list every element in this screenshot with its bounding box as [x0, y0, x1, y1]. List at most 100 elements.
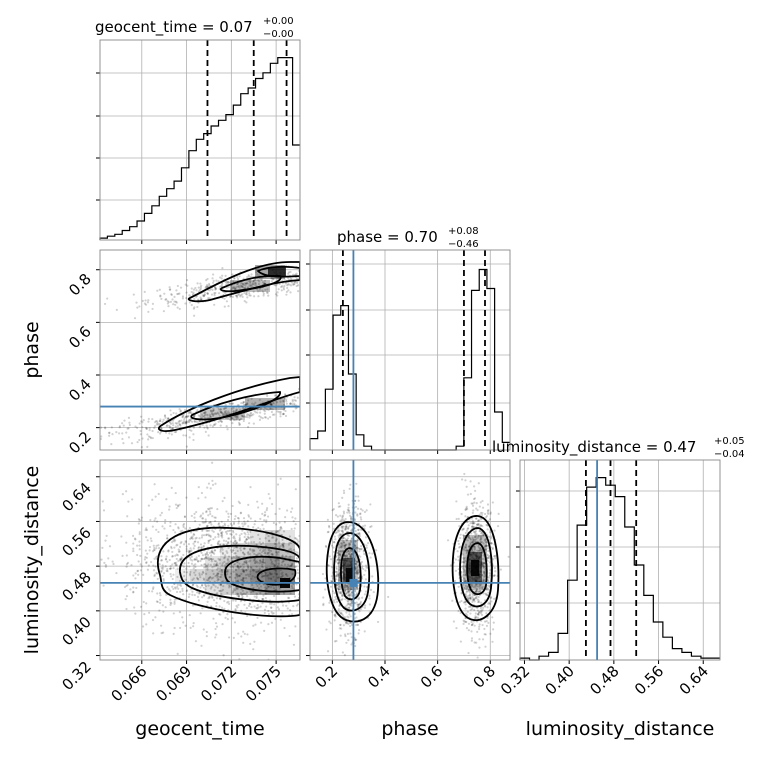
phase-distance-left-sample-point	[370, 556, 372, 558]
phase-distance-left-sample-point	[355, 530, 357, 532]
geocent-distance-sample-point	[183, 543, 185, 545]
phase-distance-left-sample-point	[349, 625, 351, 627]
geocent-distance-sample-point	[264, 511, 266, 513]
phase-distance-right-sample-point	[473, 609, 475, 611]
geocent-distance-sample-point	[190, 559, 192, 561]
phase-distance-right-sample-point	[468, 629, 470, 631]
geocent-distance-sample-point	[184, 527, 186, 529]
geocent-phase-lower-sample-point	[205, 431, 207, 433]
geocent-distance-sample-point	[217, 533, 219, 535]
geocent-distance-sample-point	[166, 534, 168, 536]
geocent-distance-sample-point	[279, 522, 281, 524]
phase-distance-left-sample-point	[360, 516, 362, 518]
geocent-distance-sample-point	[100, 559, 102, 561]
geocent-distance-sample-point	[218, 522, 220, 524]
phase-distance-right-sample-point	[468, 524, 470, 526]
geocent-phase-lower-sample-point	[123, 420, 125, 422]
geocent-phase-upper-sample-point	[212, 273, 214, 275]
geocent-distance-sample-point	[230, 513, 232, 515]
geocent-phase-lower-sample-point	[119, 425, 121, 427]
geocent-phase-upper-sample-point	[227, 305, 229, 307]
geocent-distance-sample-point	[317, 594, 319, 596]
geocent-distance-density-cell	[235, 569, 250, 582]
geocent-phase-lower-sample-point	[186, 446, 188, 448]
phase-distance-left-sample-point	[355, 616, 357, 618]
geocent-distance-sample-point	[93, 540, 95, 542]
phase-distance-right-sample-point	[458, 586, 460, 588]
geocent-phase-lower-sample-point	[100, 435, 102, 437]
geocent-distance-sample-point	[314, 535, 316, 537]
geocent-distance-sample-point	[125, 608, 127, 610]
geocent-phase-lower-sample-point	[262, 417, 264, 419]
geocent-distance-sample-point	[107, 557, 109, 559]
geocent-distance-sample-point	[193, 513, 195, 515]
phase-distance-left-sample-point	[334, 619, 336, 621]
geocent-distance-sample-point	[289, 609, 291, 611]
geocent-distance-sample-point	[132, 548, 134, 550]
geocent-distance-sample-point	[205, 510, 207, 512]
phase-distance-right-sample-point	[475, 597, 477, 599]
geocent-distance-sample-point	[105, 566, 107, 568]
phase-distance-right-sample-point	[489, 603, 491, 605]
geocent-phase-upper-sample-point	[165, 298, 167, 300]
geocent-distance-sample-point	[223, 600, 225, 602]
geocent-distance-sample-point	[227, 618, 229, 620]
geocent-distance-sample-point	[125, 598, 127, 600]
geocent-distance-sample-point	[162, 604, 164, 606]
geocent-distance-sample-point	[225, 540, 227, 542]
phase-distance-left-sample-point	[333, 599, 335, 601]
phase-distance-left-sample-point	[359, 556, 361, 558]
geocent-distance-sample-point	[219, 597, 221, 599]
geocent-distance-sample-point	[132, 574, 134, 576]
geocent-distance-sample-point	[253, 641, 255, 643]
geocent-distance-sample-point	[171, 563, 173, 565]
phase-distance-left-sample-point	[342, 651, 344, 653]
phase-distance-left-sample-point	[364, 630, 366, 632]
geocent-phase-lower-sample-point	[146, 446, 148, 448]
phase-distance-left-sample-point	[362, 509, 364, 511]
phase-distance-left-sample-point	[368, 597, 370, 599]
geocent-distance-sample-point	[173, 601, 175, 603]
geocent-distance-density-cell	[190, 569, 205, 582]
geocent-distance-sample-point	[203, 628, 205, 630]
phase-distance-right-sample-point	[487, 513, 489, 515]
phase-distance-left-sample-point	[357, 624, 359, 626]
geocent-phase-lower-sample-point	[128, 417, 130, 419]
phase-distance-left-sample-point	[377, 621, 379, 623]
geocent-distance-sample-point	[144, 556, 146, 558]
geocent-phase-lower-sample-point	[172, 422, 174, 424]
geocent-phase-lower-sample-point	[284, 393, 286, 395]
geocent-distance-sample-point	[159, 563, 161, 565]
geocent-distance-sample-point	[90, 592, 92, 594]
geocent-distance-sample-point	[193, 622, 195, 624]
geocent-distance-sample-point	[150, 561, 152, 563]
geocent-distance-sample-point	[140, 606, 142, 608]
geocent-distance-sample-point	[273, 595, 275, 597]
geocent-distance-sample-point	[200, 564, 202, 566]
geocent-distance-sample-point	[319, 576, 321, 578]
phase-distance-left-sample-point	[349, 484, 351, 486]
geocent-distance-sample-point	[256, 597, 258, 599]
geocent-distance-sample-point	[227, 525, 229, 527]
geocent-distance-sample-point	[180, 556, 182, 558]
geocent-phase-lower-sample-point	[162, 419, 164, 421]
geocent-distance-sample-point	[208, 597, 210, 599]
geocent-distance-sample-point	[316, 556, 318, 558]
geocent-distance-sample-point	[278, 508, 280, 510]
geocent-distance-sample-point	[262, 598, 264, 600]
phase-distance-right-sample-point	[471, 637, 473, 639]
geocent-distance-sample-point	[306, 594, 308, 596]
phase-distance-right-sample-point	[475, 612, 477, 614]
geocent-distance-sample-point	[226, 613, 228, 615]
phase-distance-left-sample-point	[348, 603, 350, 605]
geocent-phase-upper-sample-point	[248, 276, 250, 278]
geocent-distance-sample-point	[362, 623, 364, 625]
geocent-distance-sample-point	[145, 561, 147, 563]
geocent-phase-upper-sample-point	[151, 308, 153, 310]
phase-distance-left-sample-point	[331, 611, 333, 613]
geocent-distance-sample-point	[141, 565, 143, 567]
geocent-distance-sample-point	[279, 527, 281, 529]
phase-distance-right-sample-point	[482, 638, 484, 640]
phase-hist-bin	[333, 315, 341, 450]
geocent-distance-sample-point	[199, 586, 201, 588]
